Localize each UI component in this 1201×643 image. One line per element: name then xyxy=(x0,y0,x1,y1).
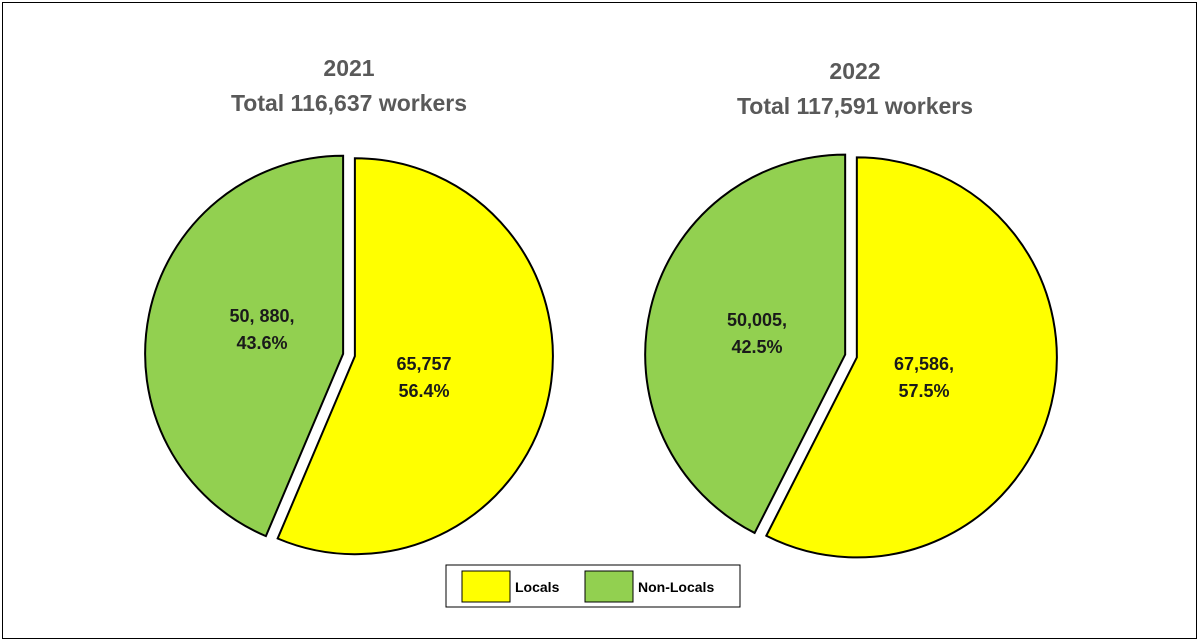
pie-2022-slice-non-locals xyxy=(644,153,847,535)
legend-swatch-non-locals xyxy=(584,570,634,603)
pie-2021-title: 2021 xyxy=(323,55,374,81)
pie-2021-subtitle: Total 116,637 workers xyxy=(231,90,467,116)
pie-2021-label-non-locals: 50, 880, 43.6% xyxy=(229,306,294,353)
slice-label-line: 56.4% xyxy=(398,381,449,401)
pie-2022: 67,586, 57.5% 50,005, 42.5% xyxy=(644,153,1058,559)
legend-label-locals: Locals xyxy=(515,579,560,595)
slice-label-line: 67,586, xyxy=(894,354,954,374)
slice-label-line: 65,757 xyxy=(396,354,451,374)
slice-label-line: 50, 880, xyxy=(229,306,294,326)
slice-label-line: 57.5% xyxy=(898,381,949,401)
pie-2021-slice-locals xyxy=(276,157,554,556)
slice-label-line: 42.5% xyxy=(731,337,782,357)
slice-label-line: 50,005, xyxy=(727,310,787,330)
pie-2021-slice-non-locals xyxy=(144,154,345,538)
pie-2021: 65,757 56.4% 50, 880, 43.6% xyxy=(144,154,554,556)
pie-2022-label-non-locals: 50,005, 42.5% xyxy=(727,310,787,357)
slice-label-line: 43.6% xyxy=(236,333,287,353)
pie-2021-label-locals: 65,757 56.4% xyxy=(396,354,451,401)
legend-swatch-locals xyxy=(461,570,511,603)
legend: Locals Non-Locals xyxy=(445,564,741,608)
legend-label-non-locals: Non-Locals xyxy=(638,579,714,595)
pie-2022-title: 2022 xyxy=(829,58,880,84)
pie-2022-label-locals: 67,586, 57.5% xyxy=(894,354,954,401)
pie-2022-subtitle: Total 117,591 workers xyxy=(737,93,973,119)
pie-2022-slice-locals xyxy=(764,156,1058,559)
